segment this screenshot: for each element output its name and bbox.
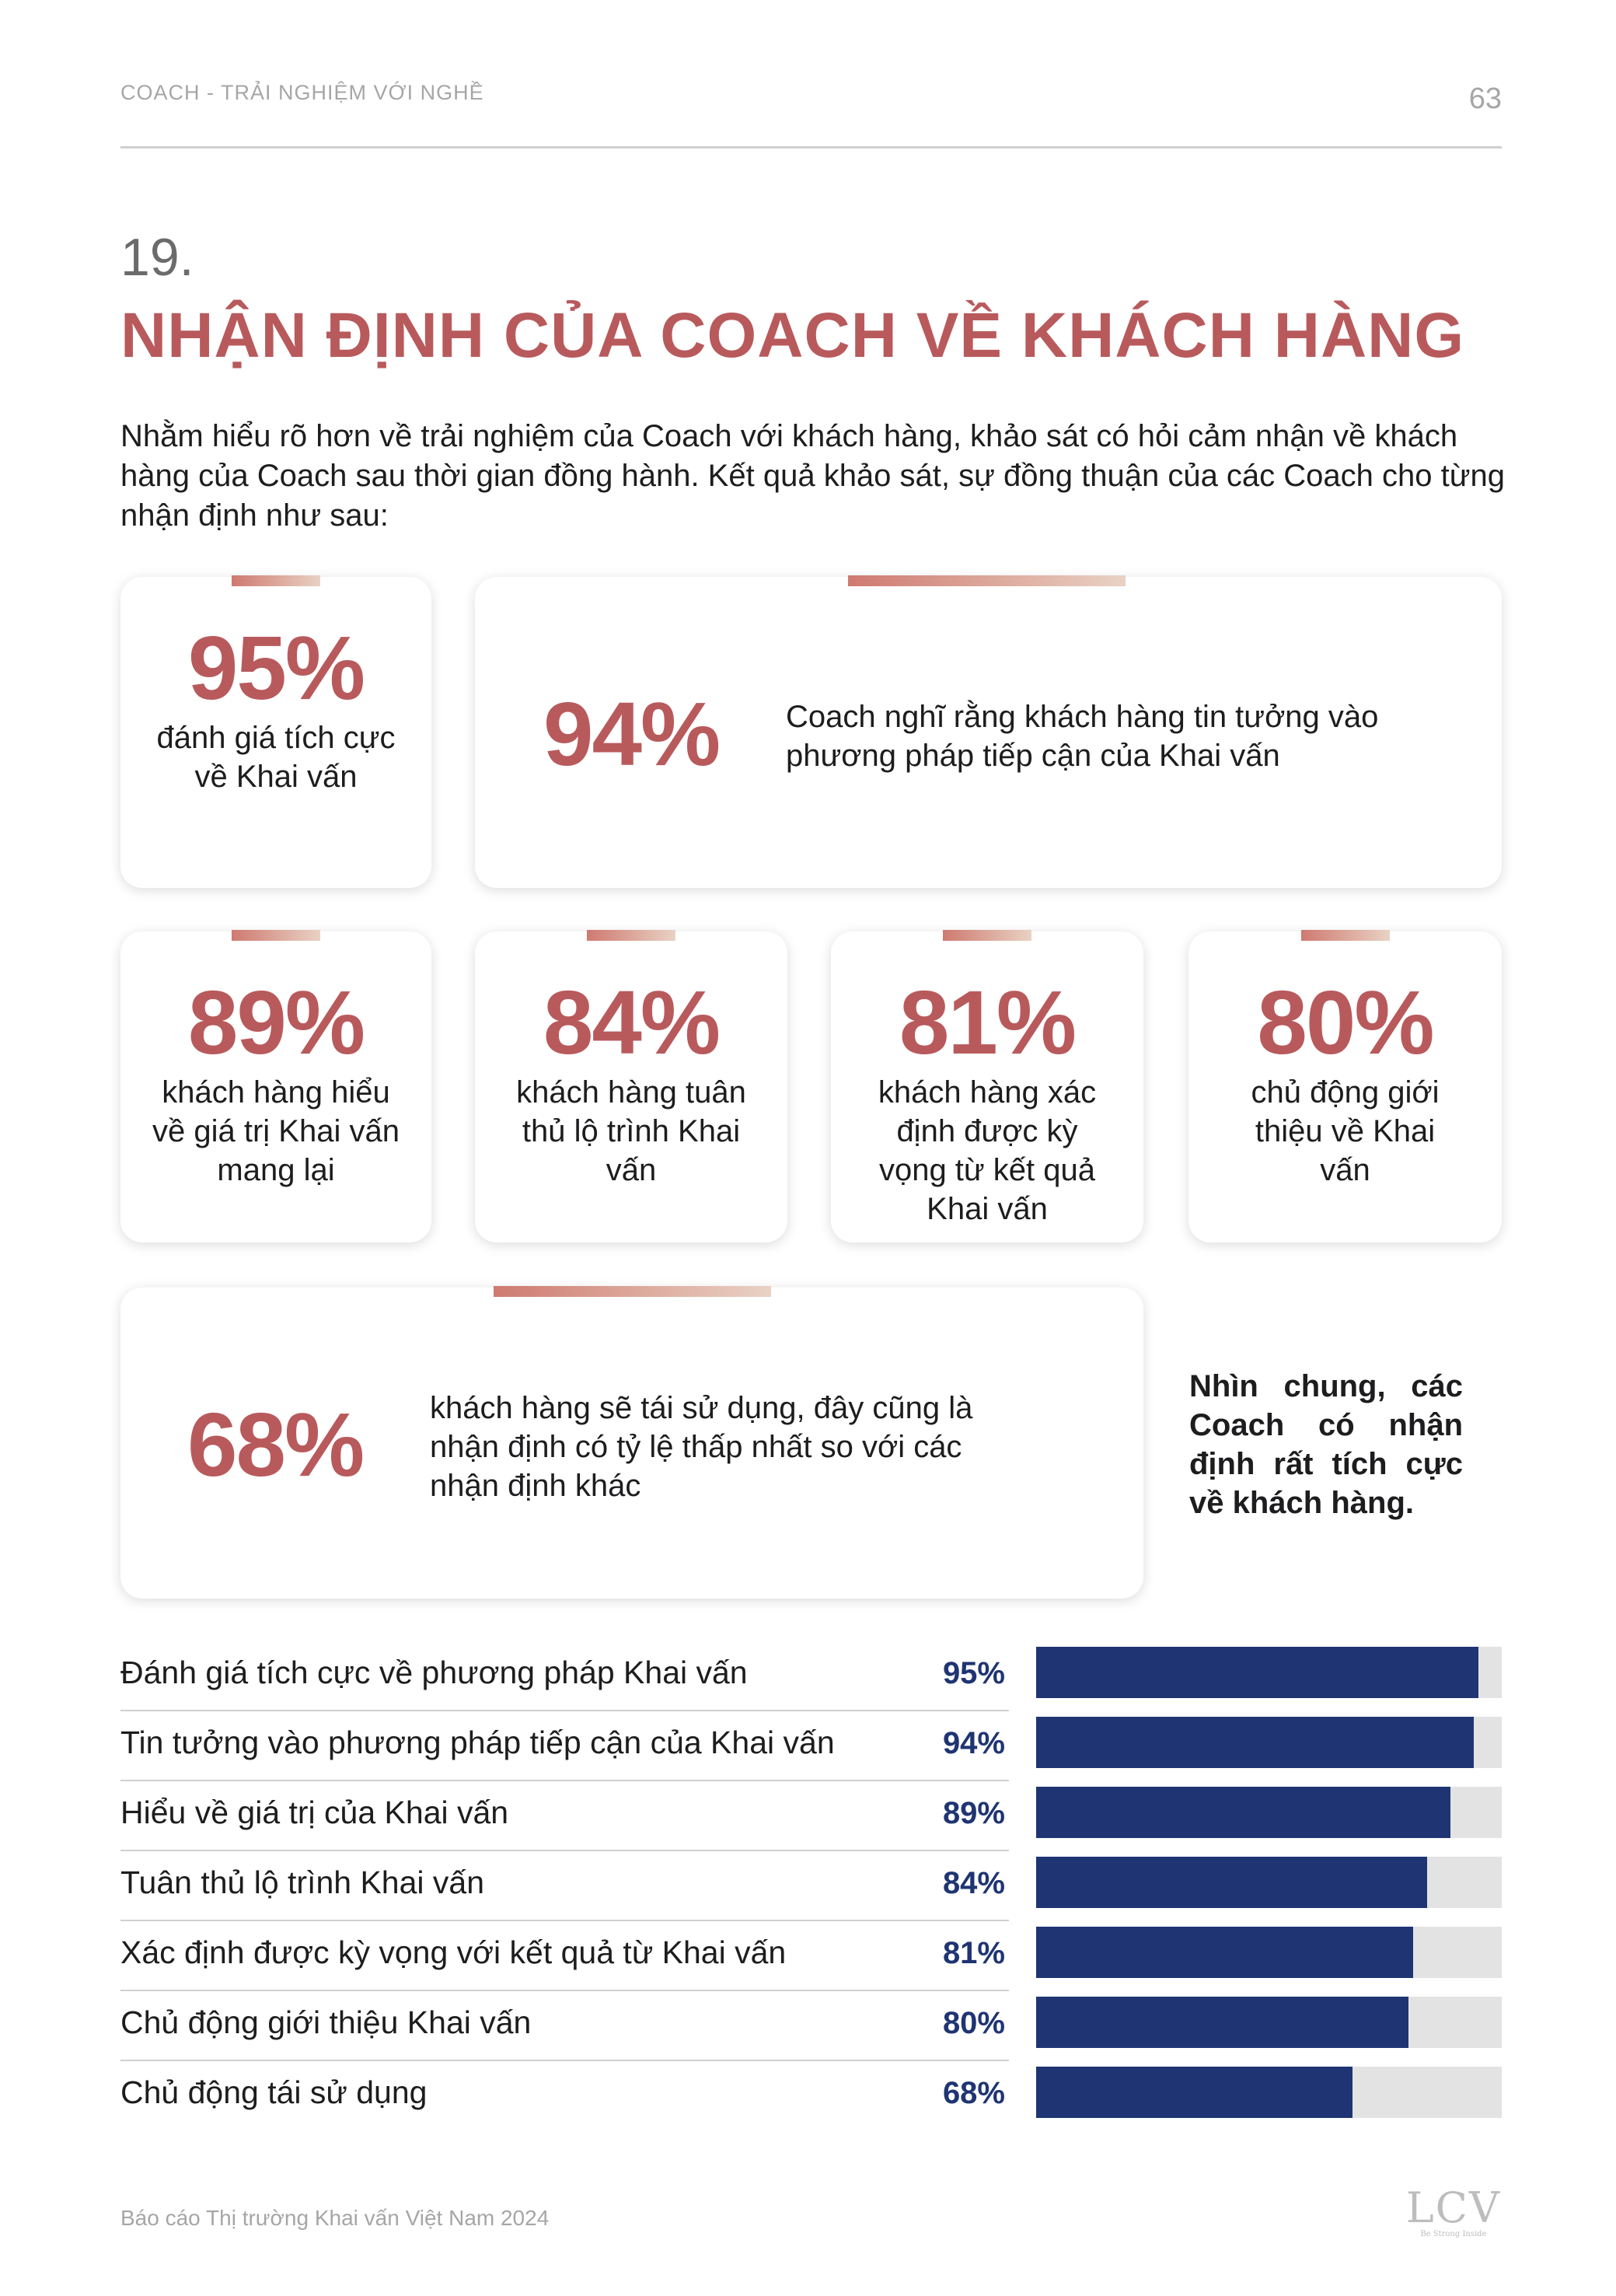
- stat-label: khách hàng sẽ tái sử dụng, đây cũng là n…: [430, 1391, 973, 1503]
- page-number: 63: [1468, 82, 1502, 115]
- row-divider: [120, 1990, 1009, 1991]
- lcv-logo: LCV Be Strong Inside: [1406, 2186, 1501, 2239]
- stat-card-94: 94% Coach nghĩ rằng khách hàng tin tưởng…: [475, 575, 1502, 888]
- bar-category-label: Tuân thủ lộ trình Khai vấn: [120, 1864, 484, 1900]
- header-divider: [120, 146, 1502, 149]
- stat-card-89: 89% khách hàng hiểu về giá trị Khai vấn …: [120, 930, 431, 1242]
- section-number: 19.: [120, 228, 194, 287]
- bar-row: Chủ động giới thiệu Khai vấn 80%: [120, 1990, 1502, 2061]
- card-accent-bar: [848, 575, 1126, 586]
- bar-track: [1036, 1997, 1502, 2048]
- bar-value-label: 94%: [942, 1726, 1005, 1760]
- bar-track: [1036, 2067, 1502, 2118]
- bar-row: Chủ động tái sử dụng 68%: [120, 2060, 1502, 2130]
- logo-tagline: Be Strong Inside: [1420, 2230, 1487, 2238]
- stat-label: khách hàng xác định được kỳ vọng từ kết …: [878, 1075, 1097, 1226]
- stat-card-80: 80% chủ động giới thiệu về Khai vấn: [1188, 930, 1502, 1242]
- bar-row: Đánh giá tích cực về phương pháp Khai vấ…: [120, 1641, 1502, 1711]
- stat-value: 94%: [543, 683, 721, 785]
- bar-fill: [1036, 1997, 1408, 2048]
- row-divider: [120, 2060, 1009, 2061]
- bar-track: [1036, 1927, 1502, 1978]
- bar-value-label: 80%: [942, 2006, 1005, 2040]
- bar-category-label: Hiểu về giá trị của Khai vấn: [120, 1795, 509, 1830]
- bar-value-label: 95%: [942, 1656, 1005, 1690]
- row-divider: [120, 1710, 1009, 1711]
- bar-row: Tin tưởng vào phương pháp tiếp cận của K…: [120, 1711, 1502, 1781]
- card-accent-bar: [1301, 930, 1390, 941]
- stat-card-95: 95% đánh giá tích cực về Khai vấn: [120, 575, 431, 888]
- bar-value-label: 81%: [942, 1936, 1005, 1970]
- bar-track: [1036, 1857, 1502, 1908]
- card-accent-bar: [232, 575, 320, 586]
- stat-card-81: 81% khách hàng xác định được kỳ vọng từ …: [831, 930, 1143, 1242]
- stat-label: chủ động giới thiệu về Khai vấn: [1251, 1075, 1440, 1187]
- stat-label: khách hàng hiểu về giá trị Khai vấn mang…: [152, 1075, 400, 1187]
- bar-fill: [1036, 1717, 1474, 1768]
- row-divider: [120, 1780, 1009, 1781]
- footer-title: Báo cáo Thị trường Khai vấn Việt Nam 202…: [120, 2206, 550, 2230]
- bar-category-label: Tin tưởng vào phương pháp tiếp cận của K…: [120, 1725, 835, 1760]
- row-divider: [120, 1850, 1009, 1851]
- stat-value: 84%: [543, 972, 721, 1073]
- running-header: COACH - TRẢI NGHIỆM VỚI NGHỀ: [120, 81, 484, 104]
- bar-value-label: 84%: [942, 1866, 1005, 1900]
- logo-wordmark: LCV: [1405, 2183, 1501, 2232]
- bar-track: [1036, 1717, 1502, 1768]
- card-accent-bar: [494, 1286, 771, 1297]
- bar-fill: [1036, 1647, 1478, 1698]
- stat-value: 80%: [1257, 972, 1434, 1073]
- stat-value: 68%: [187, 1394, 365, 1495]
- stat-label: Coach nghĩ rằng khách hàng tin tưởng vào…: [786, 700, 1379, 773]
- row-divider: [120, 1920, 1009, 1921]
- stat-value: 95%: [187, 617, 365, 718]
- bar-value-label: 68%: [942, 2076, 1005, 2110]
- bar-fill: [1036, 1857, 1427, 1908]
- summary-text: Nhìn chung, các Coach có nhận định rất t…: [1189, 1369, 1463, 1520]
- bar-fill: [1036, 1927, 1413, 1978]
- bar-track: [1036, 1787, 1502, 1838]
- bar-category-label: Xác định được kỳ vọng với kết quả từ Kha…: [120, 1934, 787, 1970]
- stat-value: 81%: [899, 972, 1077, 1073]
- stat-label: đánh giá tích cực về Khai vấn: [156, 721, 396, 794]
- bar-row: Hiểu về giá trị của Khai vấn 89%: [120, 1781, 1502, 1851]
- section-title: NHẬN ĐỊNH CỦA COACH VỀ KHÁCH HÀNG: [120, 300, 1465, 371]
- stat-card-68: 68% khách hàng sẽ tái sử dụng, đây cũng …: [120, 1286, 1143, 1599]
- card-accent-bar: [587, 930, 675, 941]
- intro-paragraph: Nhằm hiểu rõ hơn về trải nghiệm của Coac…: [120, 419, 1506, 533]
- bar-row: Tuân thủ lộ trình Khai vấn 84%: [120, 1850, 1502, 1921]
- stat-value: 89%: [187, 972, 365, 1073]
- card-accent-bar: [943, 930, 1031, 941]
- bar-fill: [1036, 1787, 1450, 1838]
- bar-track: [1036, 1647, 1502, 1698]
- bar-fill: [1036, 2067, 1352, 2118]
- stat-card-84: 84% khách hàng tuân thủ lộ trình Khai vấ…: [475, 930, 787, 1242]
- bar-category-label: Chủ động tái sử dụng: [120, 2074, 428, 2110]
- stat-label: khách hàng tuân thủ lộ trình Khai vấn: [516, 1075, 746, 1187]
- bar-value-label: 89%: [942, 1796, 1005, 1830]
- bar-category-label: Đánh giá tích cực về phương pháp Khai vấ…: [120, 1655, 748, 1690]
- card-accent-bar: [232, 930, 320, 941]
- bar-category-label: Chủ động giới thiệu Khai vấn: [120, 2004, 532, 2040]
- bar-row: Xác định được kỳ vọng với kết quả từ Kha…: [120, 1920, 1502, 1991]
